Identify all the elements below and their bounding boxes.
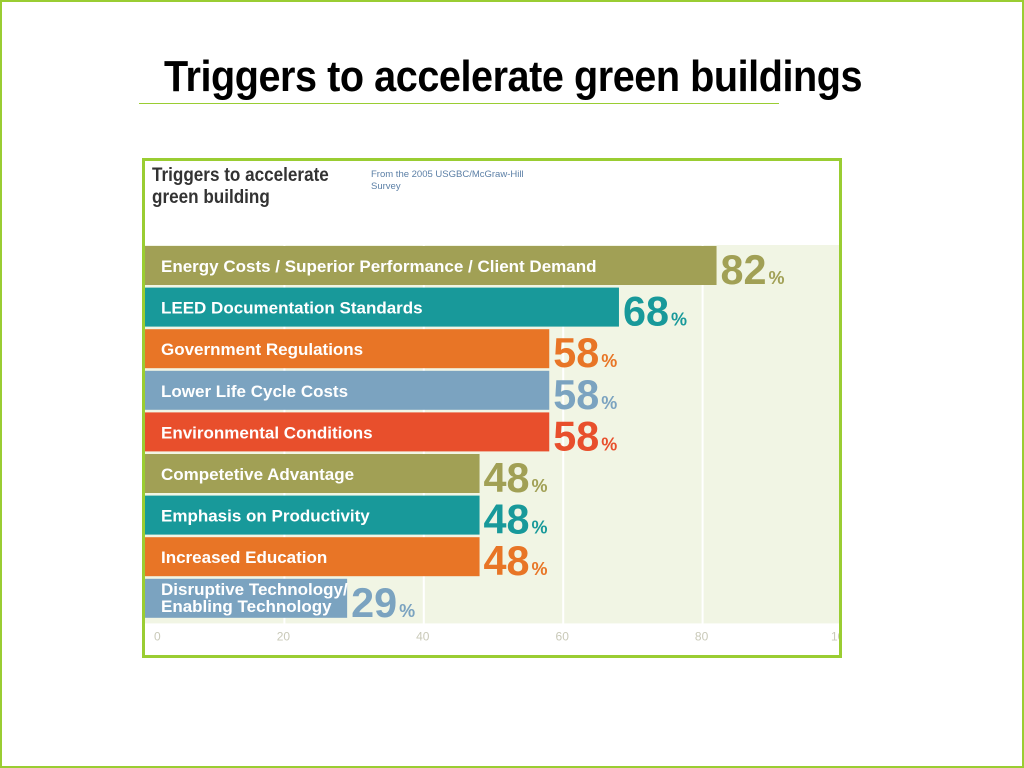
bar-value-label: 48% — [484, 537, 548, 584]
bar — [145, 370, 550, 410]
bar-value-label: 82% — [721, 246, 785, 293]
x-tick-label: 0 — [154, 629, 161, 643]
bar — [145, 495, 480, 535]
bar-label: Increased Education — [161, 548, 327, 567]
bar-label: Disruptive Technology/ — [161, 580, 348, 599]
x-tick-label: 60 — [556, 629, 570, 643]
chart-subtitle: From the 2005 USGBC/McGraw-Hill Survey — [371, 169, 524, 192]
bar-value-label: 58% — [553, 329, 617, 376]
x-tick-label: 40 — [416, 629, 430, 643]
bar — [145, 454, 480, 493]
bar-value-label: 58% — [553, 371, 617, 418]
x-tick-label: 80 — [695, 629, 709, 643]
bar-value-label: 29% — [351, 579, 415, 626]
bar-label: Energy Costs / Superior Performance / Cl… — [161, 257, 597, 276]
bar-label: Emphasis on Productivity — [161, 507, 370, 526]
slide-title: Triggers to accelerate green buildings — [163, 52, 863, 101]
bar-value-label: 58% — [553, 412, 617, 459]
bar — [145, 246, 717, 285]
bar-value-label: 48% — [484, 496, 548, 543]
title-underline — [139, 103, 779, 104]
chart-frame: Triggers to accelerate green building Fr… — [142, 158, 842, 658]
bar-value-label: 48% — [484, 454, 548, 501]
bar — [145, 412, 550, 452]
bar-label: Government Regulations — [161, 340, 363, 359]
bar-label: Environmental Conditions — [161, 423, 373, 442]
bar-chart: 0 20 40 60 80 100 Energy Costs / Superior Perf… — [145, 245, 839, 643]
bar — [145, 329, 550, 369]
bar-label: Enabling Technology — [161, 597, 332, 616]
bar — [145, 287, 619, 327]
bar — [145, 578, 348, 618]
chart-title: Triggers to accelerate green building — [152, 165, 329, 208]
bar-label: Lower Life Cycle Costs — [161, 382, 348, 401]
bar — [145, 537, 480, 577]
bar-label: LEED Documentation Standards — [161, 299, 423, 318]
x-tick-label: 100 — [831, 629, 839, 643]
bar-label: Competetive Advantage — [161, 465, 354, 484]
x-tick-label: 20 — [277, 629, 291, 643]
bar-value-label: 68% — [623, 288, 687, 335]
